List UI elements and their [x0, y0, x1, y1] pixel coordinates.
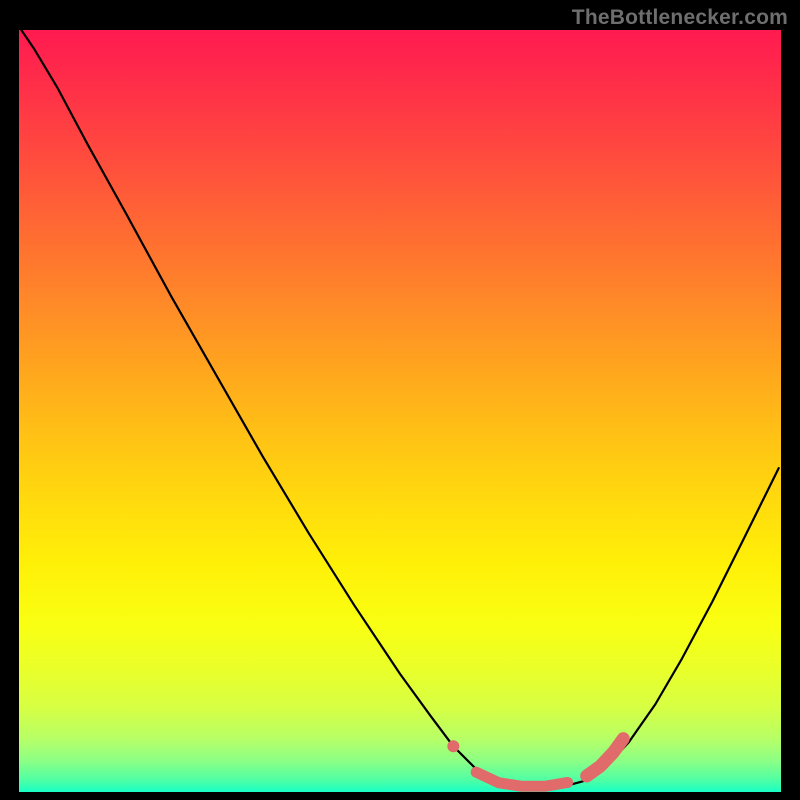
chart-frame: TheBottlenecker.com [0, 0, 800, 800]
watermark-text: TheBottlenecker.com [572, 6, 788, 30]
highlight-markers [19, 30, 781, 792]
plot-area [19, 30, 781, 792]
